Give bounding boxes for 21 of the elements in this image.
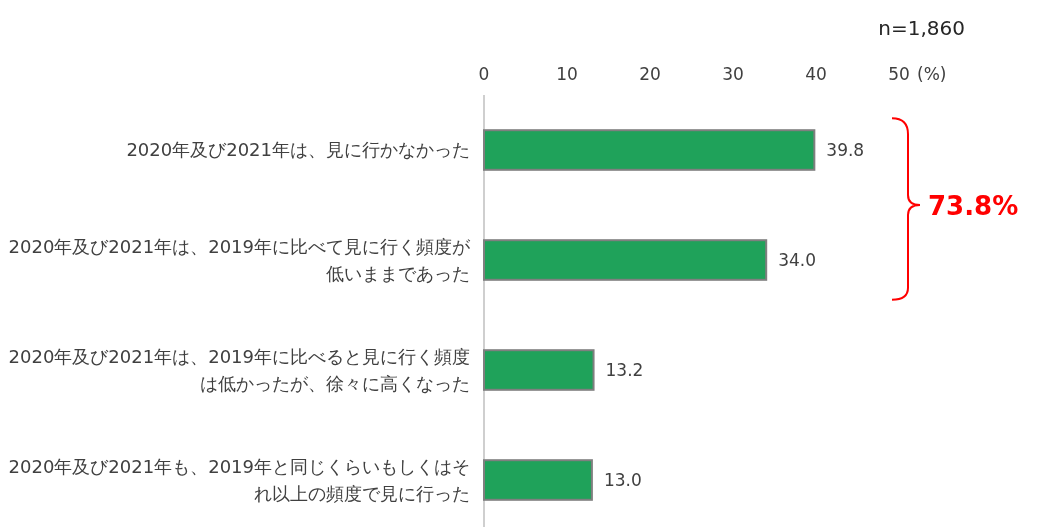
data-label: 13.0 xyxy=(603,470,642,490)
y-tick-label: 2020年及び2021年も、2019年と同じくらいもしくはそれ以上の頻度で見に行った xyxy=(8,455,470,504)
bar xyxy=(483,129,816,171)
bar xyxy=(483,239,768,281)
data-label: 34.0 xyxy=(778,250,817,270)
y-tick-label: 2020年及び2021年は、2019年に比べて見に行く頻度が低いままであった xyxy=(8,235,471,284)
bar xyxy=(483,459,593,501)
x-tick-label: 40 xyxy=(805,64,827,84)
data-label: 13.2 xyxy=(605,360,644,380)
x-tick-label: 0 xyxy=(478,64,490,84)
x-tick-label: 30 xyxy=(722,64,744,84)
x-tick-label: 50 xyxy=(888,64,910,84)
data-label: 39.8 xyxy=(826,140,865,160)
bar xyxy=(483,349,595,391)
x-tick-label: 20 xyxy=(639,64,661,84)
x-axis-title: (%) xyxy=(917,64,947,84)
text: 73.8% xyxy=(928,191,1019,221)
text: n=1,860 xyxy=(878,16,965,40)
y-tick-label: 2020年及び2021年は、2019年に比べると見に行く頻度は低かったが、徐々に高くなった xyxy=(8,345,470,394)
y-tick-label: 2020年及び2021年は、見に行かなかった xyxy=(126,139,470,160)
x-tick-label: 10 xyxy=(556,64,578,84)
